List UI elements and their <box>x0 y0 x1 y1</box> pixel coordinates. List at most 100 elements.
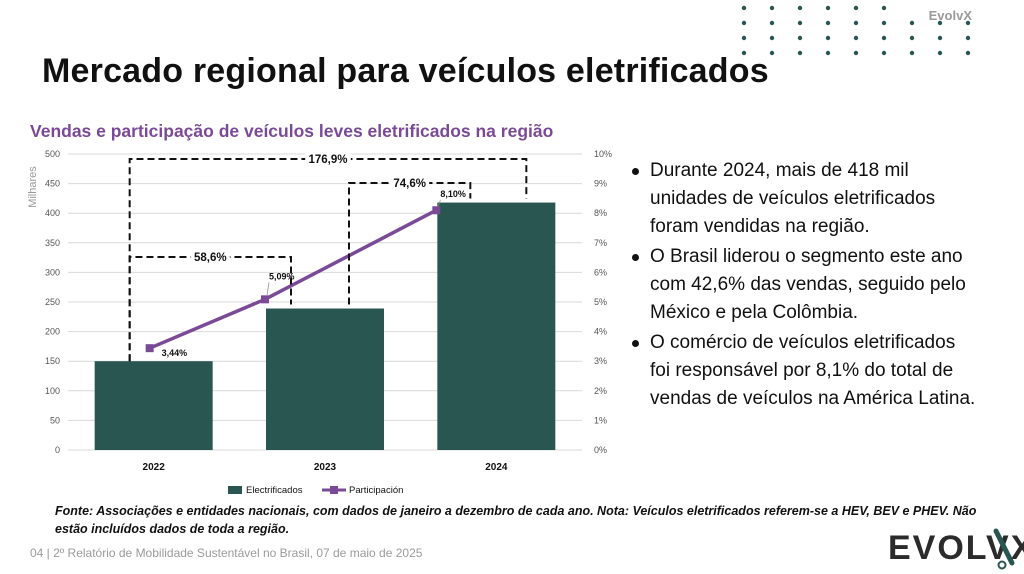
grid-dot <box>797 20 803 26</box>
growth-bracket-2022-2023-label-bg <box>190 249 230 265</box>
grid-dot <box>909 50 915 56</box>
bullet-icon <box>632 168 639 175</box>
grid-dot <box>965 20 971 26</box>
grid-dot <box>769 50 775 56</box>
grid-dot <box>937 20 943 26</box>
y2-tick-label: 8% <box>594 208 607 218</box>
legend-swatch-marker <box>330 486 338 494</box>
data-label: 8,10% <box>440 189 466 199</box>
line-point <box>432 206 441 215</box>
grid-dot <box>741 35 747 41</box>
grid-dot <box>853 20 859 26</box>
bullet-text: O comércio de veículos eletrificados foi… <box>650 332 976 409</box>
grid-dot <box>825 50 831 56</box>
grid-dot <box>853 50 859 56</box>
y2-tick-label: 6% <box>594 267 607 277</box>
grid-dot <box>825 20 831 26</box>
source-note: Fonte: Associações e entidades nacionais… <box>55 504 977 536</box>
y2-tick-label: 10% <box>594 149 612 159</box>
grid-dot <box>797 35 803 41</box>
y-tick-label: 200 <box>45 327 60 337</box>
y-tick-label: 150 <box>45 356 60 366</box>
line-point <box>261 295 269 304</box>
grid-dot <box>797 50 803 56</box>
y-tick-label: 500 <box>45 149 60 159</box>
grid-dot <box>769 20 775 26</box>
y-tick-label: 300 <box>45 267 60 277</box>
logo-x-stroke <box>993 528 1015 566</box>
growth-bracket-2022-2023 <box>128 256 292 362</box>
y2-tick-label: 1% <box>594 415 607 425</box>
logo-x-icon <box>993 528 1015 570</box>
growth-bracket-2022-2024-label-bg <box>305 151 351 167</box>
y-tick-label: 100 <box>45 386 60 396</box>
grid-dot <box>853 35 859 41</box>
y-tick-label: 450 <box>45 179 60 189</box>
grid-dot <box>769 35 775 41</box>
y-tick-label: 0 <box>55 445 60 455</box>
y2-tick-label: 0% <box>594 445 607 455</box>
grid-dot <box>965 50 971 56</box>
x-tick-label: 2024 <box>485 462 508 473</box>
growth-bracket-2023-2024-label: 74,6% <box>393 178 426 190</box>
grid-dot <box>825 35 831 41</box>
data-label: 5,09% <box>269 271 295 281</box>
legend-label: Electrificados <box>246 485 303 496</box>
y-tick-label: 250 <box>45 297 60 307</box>
bullet-icon <box>632 254 639 261</box>
bar-2024 <box>437 202 556 450</box>
grid-dot <box>909 35 915 41</box>
grid-dot <box>937 35 943 41</box>
y2-tick-label: 2% <box>594 386 607 396</box>
grid-dot <box>909 20 915 26</box>
bullet-text: O Brasil liderou o segmento este ano com… <box>650 246 966 323</box>
footer-text: 04 | 2º Relatório de Mobilidade Sustentá… <box>30 546 423 560</box>
bullet-item: O Brasil liderou o segmento este ano com… <box>630 243 980 327</box>
y2-tick-label: 4% <box>594 327 607 337</box>
grid-dot <box>741 5 747 11</box>
y-tick-label: 400 <box>45 208 60 218</box>
sales-chart: 0 50 100 150 200 250 300 350 400 450 500 0% 1% 2% 3% 4%… <box>27 149 612 496</box>
bullet-icon <box>632 340 639 347</box>
grid-dot <box>769 5 775 11</box>
y2-tick-label: 9% <box>594 179 607 189</box>
bullet-item: O comércio de veículos eletrificados foi… <box>630 329 980 413</box>
grid-dot <box>881 20 887 26</box>
label-leader <box>266 282 270 296</box>
chart-subtitle: Vendas e participação de veículos leves … <box>30 121 554 141</box>
grid-dot <box>825 5 831 11</box>
data-label: 3,44% <box>162 348 188 358</box>
evolvx-logo: EVOLVX <box>888 525 1024 571</box>
logo-x-dot <box>997 560 1007 570</box>
grid-dot <box>881 5 887 11</box>
grid-dot <box>881 50 887 56</box>
growth-bracket-2023-2024-label-bg <box>390 175 430 191</box>
growth-bracket-2022-2023-label: 58,6% <box>194 252 227 264</box>
grid-dot <box>937 50 943 56</box>
y2-tick-label: 3% <box>594 356 607 366</box>
grid-dot <box>965 35 971 41</box>
y-tick-label: 350 <box>45 238 60 248</box>
grid-dot <box>741 50 747 56</box>
page-title: Mercado regional para veículos eletrific… <box>42 52 769 90</box>
y2-tick-label: 5% <box>594 297 607 307</box>
brand-wordmark: EvolvX <box>928 8 972 23</box>
label-leader <box>438 200 441 207</box>
key-points-list: Durante 2024, mais de 418 mil unidades d… <box>630 157 980 415</box>
x-tick-label: 2023 <box>314 462 337 473</box>
growth-bracket-2022-2024-label: 176,9% <box>308 154 347 166</box>
dot-grid-decoration <box>741 5 971 56</box>
line-point <box>145 344 154 353</box>
grid-dot <box>797 5 803 11</box>
bullet-text: Durante 2024, mais de 418 mil unidades d… <box>650 160 936 237</box>
legend-label: Participación <box>349 485 403 496</box>
y-axis-label: Milhares <box>27 166 39 208</box>
bar-2023 <box>266 308 384 450</box>
grid-dot <box>741 20 747 26</box>
x-tick-label: 2022 <box>143 462 166 473</box>
grid-dot <box>853 5 859 11</box>
y-tick-label: 50 <box>50 415 60 425</box>
bar-2022 <box>94 361 213 450</box>
grid-dot <box>881 35 887 41</box>
bullet-item: Durante 2024, mais de 418 mil unidades d… <box>630 157 980 241</box>
